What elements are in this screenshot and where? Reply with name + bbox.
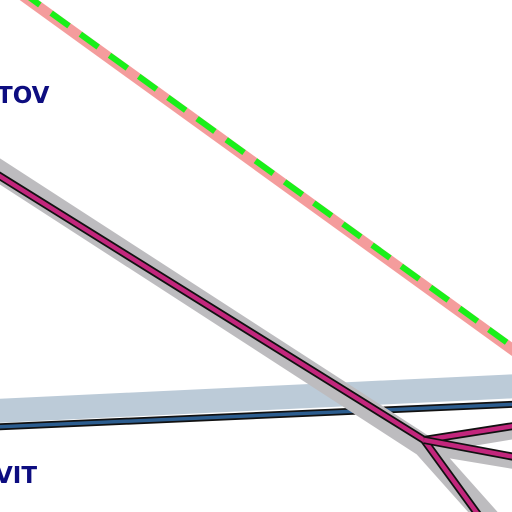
- boundary-dash: [27, 0, 512, 350]
- magenta-rail-branch: [423, 422, 512, 461]
- blue-road-fill: [0, 402, 512, 429]
- blue-road-casing: [0, 374, 512, 423]
- blue-road: [0, 374, 512, 431]
- rail-branch-fill-lower: [423, 437, 512, 459]
- place-label-vit: VIT: [0, 463, 37, 489]
- place-label-tov: TOV: [0, 83, 50, 109]
- boundary-line: [19, 0, 512, 357]
- rail-branch-fill-upper: [423, 423, 512, 443]
